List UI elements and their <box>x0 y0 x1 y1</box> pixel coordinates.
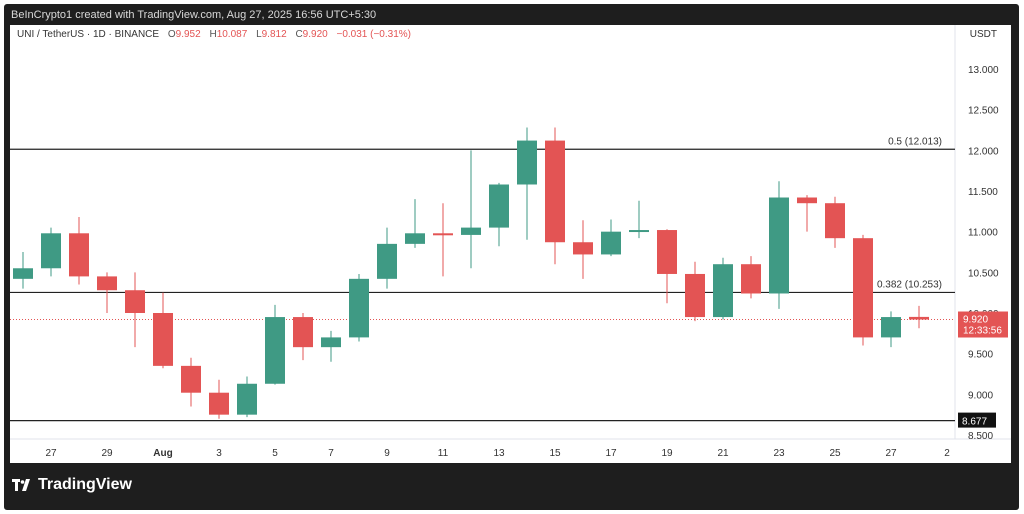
level-label: 0.382 (10.253) <box>877 279 942 290</box>
candle-down <box>685 273 705 318</box>
y-tick-label: 10.500 <box>968 268 999 279</box>
candle-up <box>517 140 537 185</box>
y-tick-label: 9.500 <box>968 350 993 361</box>
x-tick-label: 21 <box>717 448 729 459</box>
x-tick-label: 19 <box>661 448 673 459</box>
candle-down <box>69 233 89 277</box>
y-tick-label: 9.000 <box>968 390 993 401</box>
candle-up <box>405 233 425 244</box>
x-tick-label: 15 <box>549 448 561 459</box>
level-price-label: 8.677 <box>962 417 987 428</box>
candlestick-chart[interactable]: 13.000 12.500 12.000 11.500 11.000 10.500 10.0… <box>10 25 1011 463</box>
x-tick-label: 5 <box>272 448 278 459</box>
y-tick-label: 8.500 <box>968 431 993 442</box>
x-tick-label: 11 <box>438 448 449 459</box>
x-tick-label: 3 <box>216 448 222 459</box>
candle-up <box>321 337 341 348</box>
chart-panel[interactable]: UNI / TetherUS · 1D · BINANCE O9.952 H10… <box>10 25 1011 463</box>
candle-down <box>209 392 229 415</box>
y-tick-label: 12.000 <box>968 146 999 157</box>
candle-down <box>853 238 873 338</box>
brand: TradingView <box>12 476 132 494</box>
y-tick-label: 13.000 <box>968 65 999 76</box>
x-tick-label: 29 <box>101 448 113 459</box>
symbol-legend: UNI / TetherUS · 1D · BINANCE O9.952 H10… <box>17 29 411 40</box>
y-tick-label: 11.000 <box>968 228 998 239</box>
candle-down <box>433 233 453 236</box>
candle-down <box>741 264 761 294</box>
candle-down <box>125 290 145 313</box>
candle-down <box>293 317 313 348</box>
candle-up <box>713 264 733 318</box>
candle-up <box>629 230 649 233</box>
level-price-box <box>958 412 996 428</box>
high-label: H <box>209 29 217 40</box>
x-tick-label: 7 <box>328 448 334 459</box>
candle-down <box>97 276 117 291</box>
open-label: O <box>167 29 176 40</box>
candle-up <box>377 243 397 279</box>
change-value: −0.031 (−0.31%) <box>336 29 411 40</box>
candle-up <box>13 268 33 279</box>
high-value: 10.087 <box>216 29 248 40</box>
candle-down <box>181 365 201 393</box>
candle-up <box>237 383 257 415</box>
brand-name: TradingView <box>38 476 132 493</box>
x-tick-label: 2 <box>944 448 950 459</box>
candle-up <box>349 278 369 338</box>
candle-up <box>489 184 509 228</box>
x-tick-label: 25 <box>829 448 841 459</box>
candle-up <box>769 197 789 294</box>
x-tick-label: Aug <box>153 448 172 459</box>
x-tick-label: 23 <box>773 448 785 459</box>
low-value: 9.812 <box>261 29 287 40</box>
creator-caption: BeInCrypto1 created with TradingView.com… <box>11 9 377 21</box>
candle-up <box>41 233 61 269</box>
candle-down <box>797 197 817 204</box>
candle-up <box>881 317 901 338</box>
last-price-box <box>958 311 1008 338</box>
symbol-name: UNI / TetherUS · 1D · BINANCE <box>17 29 160 40</box>
countdown-label: 12:33:56 <box>963 326 1002 337</box>
level-label: 0.5 (12.013) <box>888 136 942 147</box>
candle-up <box>265 317 285 384</box>
x-tick-label: 27 <box>885 448 897 459</box>
y-tick-label: 12.500 <box>968 106 999 117</box>
price-unit[interactable]: USDT <box>969 29 997 40</box>
x-tick-label: 13 <box>493 448 505 459</box>
tradingview-logo-icon <box>12 478 32 492</box>
candle-down <box>909 316 929 320</box>
close-value: 9.920 <box>302 29 328 40</box>
last-price-label: 9.920 <box>963 315 988 326</box>
x-tick-label: 17 <box>605 448 617 459</box>
close-label: C <box>295 29 303 40</box>
candle-down <box>545 140 565 243</box>
open-value: 9.952 <box>175 29 201 40</box>
candle-up <box>601 231 621 255</box>
candle-up <box>461 227 481 235</box>
x-tick-label: 9 <box>384 448 390 459</box>
y-tick-label: 11.500 <box>968 187 998 198</box>
candle-down <box>573 242 593 255</box>
candle-down <box>657 230 677 274</box>
candle-down <box>153 313 173 366</box>
low-label: L <box>256 29 262 40</box>
x-tick-label: 27 <box>45 448 57 459</box>
candle-down <box>825 203 845 239</box>
